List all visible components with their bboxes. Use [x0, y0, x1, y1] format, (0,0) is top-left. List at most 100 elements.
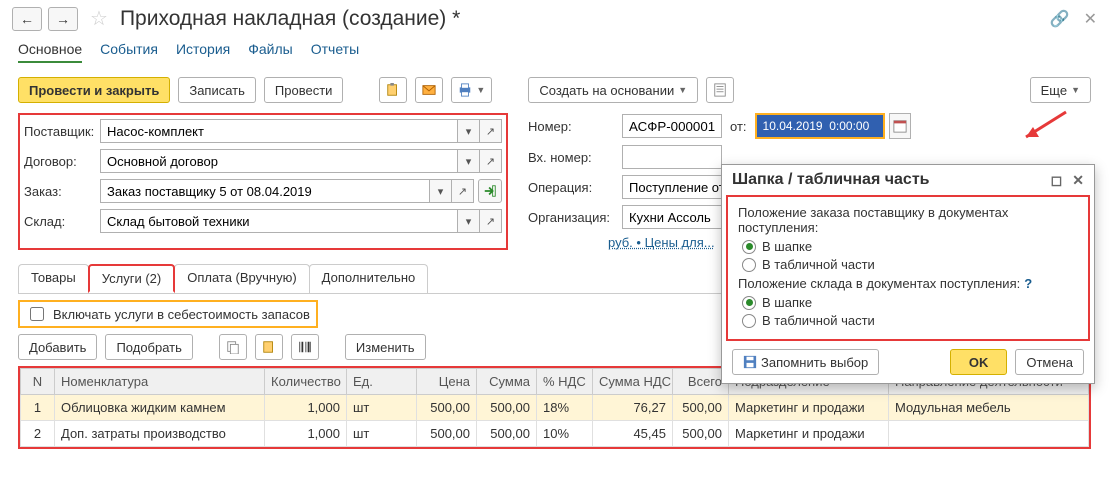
header-settings-popup: Шапка / табличная часть ◻ ✕ Положение за…: [721, 164, 1095, 384]
radio-order-table[interactable]: В табличной части: [742, 257, 1078, 272]
col-sum[interactable]: Сумма: [477, 369, 537, 395]
copy-button[interactable]: [219, 334, 247, 360]
report-button[interactable]: [706, 77, 734, 103]
order-input[interactable]: [100, 179, 430, 203]
popup-close-icon[interactable]: ✕: [1072, 172, 1084, 189]
col-vatp[interactable]: % НДС: [537, 369, 593, 395]
calendar-button[interactable]: [889, 113, 911, 139]
warehouse-position-label: Положение склада в документах поступлени…: [738, 276, 1020, 291]
mail-button[interactable]: [415, 77, 443, 103]
barcode-icon: [298, 340, 312, 354]
post-close-button[interactable]: Провести и закрыть: [18, 77, 170, 103]
more-button[interactable]: Еще▼: [1030, 77, 1091, 103]
cancel-button[interactable]: Отмена: [1015, 349, 1084, 375]
nav-tabs: Основное События История Файлы Отчеты: [0, 37, 1109, 73]
currency-link[interactable]: руб. • Цены для...: [608, 235, 715, 250]
edit-button[interactable]: Изменить: [345, 334, 426, 360]
paste-button[interactable]: [379, 77, 407, 103]
col-n[interactable]: N: [21, 369, 55, 395]
col-vats[interactable]: Сумма НДС: [593, 369, 673, 395]
col-qty[interactable]: Количество: [265, 369, 347, 395]
supplier-panel: Поставщик: ▾ ↗ Договор: ▾ ↗ Заказ:: [18, 113, 508, 250]
open-icon[interactable]: ↗: [480, 209, 502, 233]
order-position-label: Положение заказа поставщику в документах…: [738, 205, 1078, 235]
tab-history[interactable]: История: [176, 41, 230, 63]
remember-button[interactable]: Запомнить выбор: [732, 349, 879, 375]
paste-rows-button[interactable]: [255, 334, 283, 360]
tab-files[interactable]: Файлы: [248, 41, 292, 63]
close-icon[interactable]: ✕: [1084, 9, 1097, 29]
dropdown-icon[interactable]: ▾: [430, 179, 452, 203]
post-button[interactable]: Провести: [264, 77, 344, 103]
table-row[interactable]: 2Доп. затраты производство1,000шт500,005…: [21, 421, 1089, 447]
include-services-checkbox[interactable]: [30, 307, 44, 321]
tab-payment[interactable]: Оплата (Вручную): [174, 264, 309, 293]
popup-detach-icon[interactable]: ◻: [1051, 172, 1063, 189]
barcode-button[interactable]: [291, 334, 319, 360]
radio-icon: [742, 258, 756, 272]
back-button[interactable]: ←: [12, 7, 42, 31]
radio-icon: [742, 296, 756, 310]
open-icon[interactable]: ↗: [452, 179, 474, 203]
arrow-in-icon: [483, 184, 497, 198]
radio-icon: [742, 314, 756, 328]
print-icon: [458, 83, 472, 97]
ext-number-label: Вх. номер:: [528, 150, 622, 165]
date-input[interactable]: [757, 115, 883, 137]
ext-number-input[interactable]: [622, 145, 722, 169]
number-input[interactable]: [622, 114, 722, 138]
radio-wh-table[interactable]: В табличной части: [742, 313, 1078, 328]
warehouse-label: Склад:: [24, 214, 100, 229]
warehouse-input[interactable]: [100, 209, 458, 233]
tab-extra[interactable]: Дополнительно: [309, 264, 429, 293]
add-button[interactable]: Добавить: [18, 334, 97, 360]
radio-wh-header[interactable]: В шапке: [742, 295, 1078, 310]
favorite-icon[interactable]: ☆: [90, 6, 108, 31]
open-icon[interactable]: ↗: [480, 149, 502, 173]
dropdown-icon[interactable]: ▾: [458, 209, 480, 233]
radio-icon: [742, 240, 756, 254]
paste-icon: [262, 340, 276, 354]
col-unit[interactable]: Ед.: [347, 369, 417, 395]
include-services-row: Включать услуги в себестоимость запасов: [18, 300, 318, 328]
help-icon[interactable]: ?: [1024, 276, 1032, 291]
ok-button[interactable]: OK: [950, 349, 1008, 375]
supplier-input[interactable]: [100, 119, 458, 143]
forward-button[interactable]: →: [48, 7, 78, 31]
link-icon[interactable]: 🔗: [1050, 9, 1070, 29]
tab-events[interactable]: События: [100, 41, 158, 63]
fill-from-order-button[interactable]: [478, 179, 502, 203]
include-services-label: Включать услуги в себестоимость запасов: [53, 307, 310, 322]
dropdown-icon[interactable]: ▾: [458, 119, 480, 143]
col-price[interactable]: Цена: [417, 369, 477, 395]
open-icon[interactable]: ↗: [480, 119, 502, 143]
floppy-icon: [743, 355, 757, 369]
pick-button[interactable]: Подобрать: [105, 334, 192, 360]
mail-icon: [422, 83, 436, 97]
copy-icon: [226, 340, 240, 354]
tab-goods[interactable]: Товары: [18, 264, 89, 293]
tab-main[interactable]: Основное: [18, 41, 82, 63]
number-label: Номер:: [528, 119, 622, 134]
col-nom[interactable]: Номенклатура: [55, 369, 265, 395]
toolbar: Провести и закрыть Записать Провести ▼ С…: [0, 73, 1109, 107]
create-from-button[interactable]: Создать на основании▼: [528, 77, 698, 103]
report-icon: [713, 83, 727, 97]
page-title: Приходная накладная (создание) *: [120, 7, 460, 31]
paste-icon: [386, 83, 400, 97]
save-button[interactable]: Записать: [178, 77, 256, 103]
calendar-icon: [893, 119, 907, 133]
from-label: от:: [730, 119, 747, 134]
titlebar: ← → ☆ Приходная накладная (создание) * 🔗…: [0, 0, 1109, 37]
table-row[interactable]: 1Облицовка жидким камнем1,000шт500,00500…: [21, 395, 1089, 421]
order-label: Заказ:: [24, 184, 100, 199]
print-button[interactable]: ▼: [451, 77, 492, 103]
operation-label: Операция:: [528, 180, 622, 195]
tab-reports[interactable]: Отчеты: [311, 41, 359, 63]
contract-label: Договор:: [24, 154, 100, 169]
tab-services[interactable]: Услуги (2): [88, 264, 175, 293]
dropdown-icon[interactable]: ▾: [458, 149, 480, 173]
radio-order-header[interactable]: В шапке: [742, 239, 1078, 254]
arrow-annotation: [1011, 107, 1071, 147]
contract-input[interactable]: [100, 149, 458, 173]
